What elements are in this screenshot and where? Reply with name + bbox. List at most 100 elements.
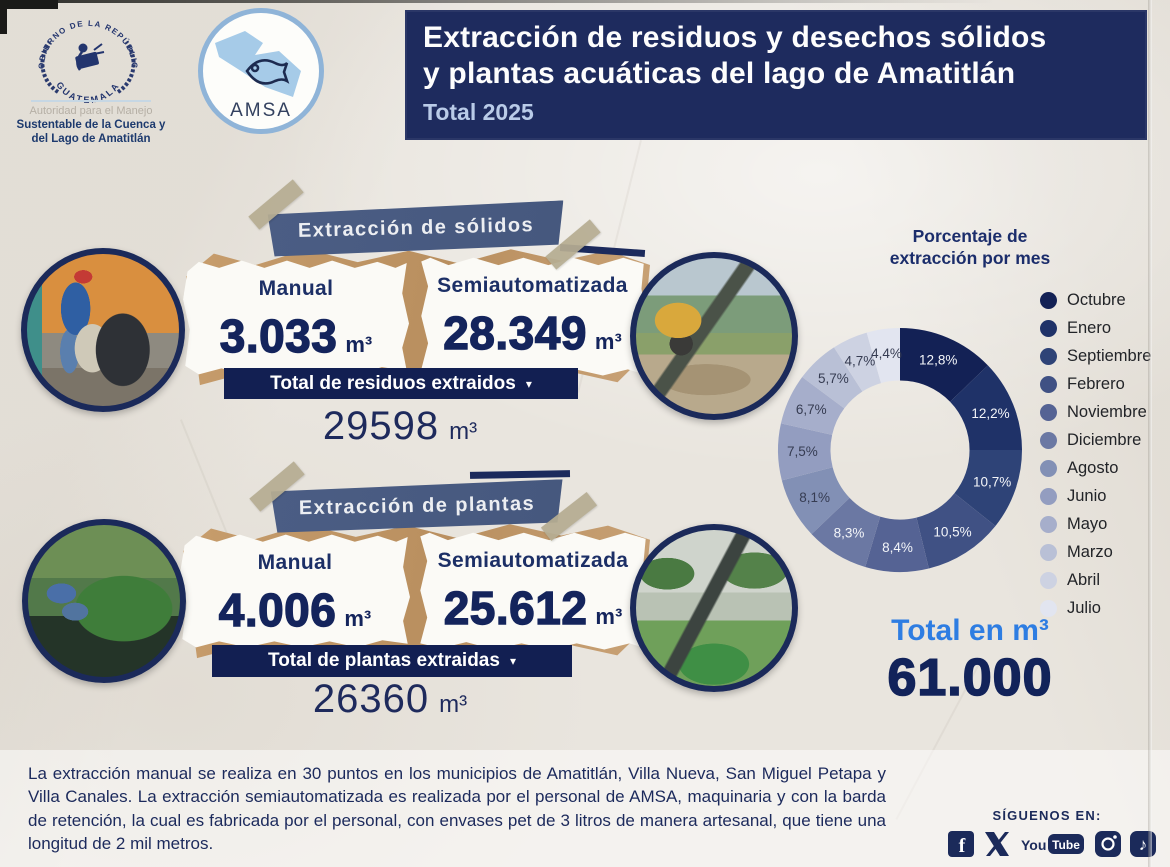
solids-manual-label: Manual [258, 277, 334, 300]
tiktok-icon[interactable]: ♪ [1130, 831, 1156, 857]
solids-total-dropdown[interactable]: Total de residuos extraidos ▾ [224, 368, 578, 399]
amsa-wordmark: AMSA [230, 100, 292, 121]
plants-total-dropdown[interactable]: Total de plantas extraidas ▾ [212, 645, 572, 677]
laurel-branch-icon [116, 40, 136, 94]
legend-swatch-icon [1040, 347, 1057, 365]
chart-title-line2: extracción por mes [889, 247, 1051, 268]
legend-swatch-icon [1040, 319, 1057, 337]
donut-segment-diciembre [811, 497, 881, 567]
legend-swatch-icon [1040, 431, 1057, 449]
chart-title: Porcentaje de extracción por mes [850, 226, 1090, 270]
solids-banner-label: Extracción de sólidos [297, 214, 535, 242]
torn-layer-sliver [469, 470, 571, 479]
donut-segment-febrero [916, 493, 996, 569]
legend-item-noviembre: Noviembre [1040, 398, 1168, 426]
solids-manual-panel: Manual 3.033 m³ [183, 260, 409, 375]
donut-label-enero: 12,2% [971, 406, 1009, 421]
legend-item-marzo: Marzo [1040, 538, 1168, 566]
legend-item-febrero: Febrero [1040, 370, 1168, 398]
plants-manual-value: 4.006 [218, 583, 337, 636]
quetzal-scroll-emblem-icon [75, 43, 105, 71]
photo-plants-semiautomated [630, 524, 798, 692]
paper-fold-edge [1148, 0, 1152, 867]
legend-swatch-icon [1040, 487, 1057, 505]
plants-total-value-row: 26360 m³ [215, 677, 565, 722]
legend-label: Junio [1067, 486, 1107, 505]
donut-label-marzo: 5,7% [818, 371, 849, 386]
gov-caption-line: Sustentable de la Cuenca y [16, 119, 166, 131]
legend-label: Abril [1067, 570, 1101, 589]
donut-label-junio: 7,5% [787, 444, 818, 459]
solids-manual-value: 3.033 [219, 309, 338, 362]
legend-item-abril: Abril [1040, 566, 1168, 594]
scan-corner [0, 0, 58, 9]
donut-segment-septiembre [954, 450, 1022, 526]
donut-label-julio: 4,4% [871, 346, 902, 361]
donut-label-mayo: 6,7% [796, 402, 827, 417]
donut-segment-enero [950, 365, 1022, 450]
donut-segment-abril [833, 332, 882, 392]
solids-banner: Extracción de sólidos [267, 200, 564, 256]
solids-total-value-row: 29598 m³ [225, 404, 575, 449]
dropdown-arrow-icon: ▾ [525, 376, 532, 391]
legend-swatch-icon [1040, 375, 1057, 393]
legend-item-agosto: Agosto [1040, 454, 1168, 482]
legend-item-enero: Enero [1040, 314, 1168, 342]
svg-text:Tube: Tube [1052, 838, 1080, 852]
plants-total-value: 26360 [312, 677, 430, 721]
gov-caption-line: Autoridad para el Manejo [29, 105, 153, 117]
plants-total-unit: m³ [439, 691, 468, 718]
facebook-icon[interactable]: f [948, 831, 974, 857]
solids-semi-value: 28.349 [443, 306, 588, 359]
donut-segment-marzo [802, 347, 863, 409]
legend-swatch-icon [1040, 599, 1057, 617]
donut-label-febrero: 10,5% [933, 525, 971, 540]
government-seal-logo: GOBIERNO DE LA REPÚBLICA GUATEMALA [24, 4, 138, 105]
legend-item-diciembre: Diciembre [1040, 426, 1168, 454]
legend-label: Mayo [1067, 514, 1108, 533]
plants-banner: Extracción de plantas [271, 479, 564, 533]
legend-label: Septiembre [1067, 346, 1152, 365]
dropdown-arrow-icon: ▾ [509, 654, 516, 668]
photo-plants-manual [22, 519, 186, 683]
plants-semi-unit: m³ [595, 604, 623, 629]
legend-label: Marzo [1067, 542, 1113, 561]
grand-total-value: 61.000 [887, 648, 1053, 708]
donut-segment-mayo [780, 377, 845, 435]
legend-swatch-icon [1040, 515, 1057, 533]
amsa-logo: AMSA [198, 8, 324, 134]
page-title-line2: y plantas acuáticas del lago de Amatitlá… [423, 57, 1016, 90]
scan-edge-top [0, 0, 1170, 3]
legend-item-julio: Julio [1040, 594, 1168, 622]
chart-legend: Octubre Enero Septiembre Febrero Noviembre Di… [1040, 286, 1168, 622]
instagram-icon[interactable] [1095, 831, 1121, 857]
legend-item-mayo: Mayo [1040, 510, 1168, 538]
solids-manual-unit: m³ [345, 332, 373, 357]
legend-label: Octubre [1067, 290, 1126, 309]
solids-total-value: 29598 [322, 404, 440, 448]
legend-label: Julio [1067, 598, 1101, 617]
donut-label-agosto: 8,1% [799, 490, 830, 505]
legend-swatch-icon [1040, 291, 1057, 309]
laurel-branch-icon [40, 40, 60, 94]
donut-segment-junio [778, 423, 833, 481]
legend-swatch-icon [1040, 571, 1057, 589]
svg-text:f: f [959, 835, 966, 857]
donut-label-noviembre: 8,4% [882, 540, 913, 555]
solids-total-label: Total de residuos extraidos [270, 372, 516, 394]
legend-label: Diciembre [1067, 430, 1142, 449]
solids-total-unit: m³ [449, 418, 478, 445]
youtube-icon[interactable]: You Tube [1020, 832, 1086, 856]
x-twitter-icon[interactable] [983, 831, 1011, 857]
plants-banner-label: Extracción de plantas [298, 492, 536, 519]
svg-text:You: You [1021, 837, 1046, 853]
divider [31, 100, 151, 102]
legend-swatch-icon [1040, 459, 1057, 477]
page-title-line1: Extracción de residuos y desechos sólido… [423, 21, 1047, 54]
donut-chart: 12,8% 12,2% 10,7% 10,5% 8,4% 8,3% 8,1% 7,5% 6,7%… [778, 328, 1022, 572]
gov-caption-line: del Lago de Amatitlán [31, 133, 151, 145]
donut-segment-agosto [781, 467, 850, 535]
legend-swatch-icon [1040, 543, 1057, 561]
plants-manual-unit: m³ [344, 606, 372, 631]
